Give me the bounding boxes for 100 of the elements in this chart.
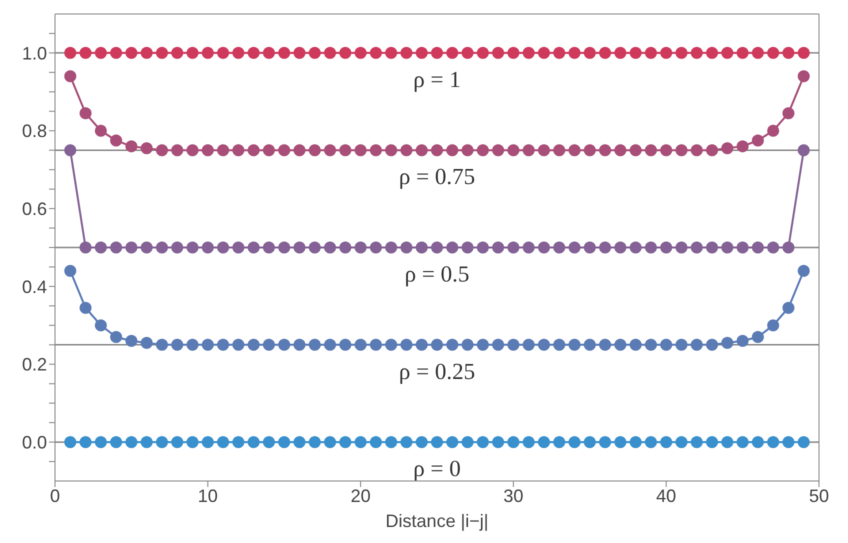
point — [538, 242, 550, 254]
point — [156, 436, 168, 448]
ref-line-label: ρ = 0.5 — [404, 262, 470, 286]
point — [798, 70, 810, 82]
ref-line-label: ρ = 0.75 — [398, 164, 476, 190]
point — [202, 242, 214, 254]
point — [202, 436, 214, 448]
point — [630, 46, 642, 59]
point — [568, 144, 581, 156]
point — [324, 144, 336, 156]
point — [248, 338, 260, 351]
point — [614, 242, 626, 254]
point — [431, 436, 443, 448]
point — [370, 338, 382, 351]
point — [171, 338, 184, 351]
point — [630, 436, 642, 448]
point — [660, 46, 672, 59]
point — [599, 436, 612, 448]
point — [706, 242, 718, 254]
point — [462, 242, 474, 254]
point — [232, 46, 244, 59]
point — [324, 436, 336, 448]
point — [522, 144, 535, 156]
point — [782, 242, 794, 254]
point — [538, 436, 550, 448]
point — [125, 140, 138, 152]
point — [568, 242, 581, 254]
point — [736, 46, 749, 59]
point — [782, 436, 794, 448]
point — [660, 338, 672, 351]
point — [186, 242, 199, 254]
point — [614, 46, 626, 59]
point — [140, 142, 153, 154]
y-tick-label: 0.8 — [22, 121, 47, 142]
point — [660, 144, 672, 156]
point — [522, 242, 535, 254]
point — [690, 436, 703, 448]
point — [492, 242, 504, 254]
point — [752, 436, 764, 448]
point — [675, 46, 688, 59]
x-tick-label: 30 — [503, 486, 524, 506]
point — [492, 144, 504, 156]
point — [385, 436, 398, 448]
point — [721, 242, 734, 254]
x-tick-label: 0 — [50, 486, 60, 506]
point — [599, 338, 612, 351]
point — [202, 338, 214, 351]
point — [400, 144, 412, 156]
point — [308, 242, 321, 254]
point — [476, 144, 489, 156]
point — [94, 124, 107, 137]
point — [476, 436, 489, 448]
point — [94, 436, 107, 448]
point — [644, 338, 657, 351]
point — [278, 436, 290, 448]
point — [492, 436, 504, 448]
point — [767, 436, 780, 448]
point — [752, 331, 764, 344]
point — [446, 46, 458, 59]
point — [400, 338, 412, 351]
point — [782, 302, 794, 314]
point — [64, 264, 76, 277]
point — [553, 338, 566, 351]
point — [354, 46, 367, 59]
point — [278, 144, 290, 156]
point — [385, 338, 398, 351]
point — [186, 338, 199, 351]
point — [706, 46, 718, 59]
point — [248, 144, 260, 156]
point — [339, 436, 352, 448]
point — [232, 338, 244, 351]
point — [767, 46, 780, 59]
point — [156, 144, 168, 156]
point — [140, 436, 153, 448]
point — [339, 144, 352, 156]
point — [599, 46, 612, 59]
point — [584, 242, 596, 254]
point — [630, 242, 642, 254]
point — [584, 338, 596, 351]
point — [568, 338, 581, 351]
point — [767, 242, 780, 254]
point — [94, 46, 107, 59]
point — [721, 436, 734, 448]
point — [354, 436, 367, 448]
point — [660, 436, 672, 448]
point — [752, 134, 764, 146]
y-tick-label: 1.0 — [22, 43, 47, 64]
x-tick-label: 20 — [350, 486, 371, 506]
point — [675, 338, 688, 351]
point — [385, 144, 398, 156]
point — [339, 242, 352, 254]
point — [644, 436, 657, 448]
point — [431, 144, 443, 156]
point — [217, 242, 230, 254]
point — [400, 46, 412, 59]
point — [370, 144, 382, 156]
point — [507, 46, 520, 59]
point — [553, 436, 566, 448]
point — [248, 242, 260, 254]
point — [293, 338, 306, 351]
